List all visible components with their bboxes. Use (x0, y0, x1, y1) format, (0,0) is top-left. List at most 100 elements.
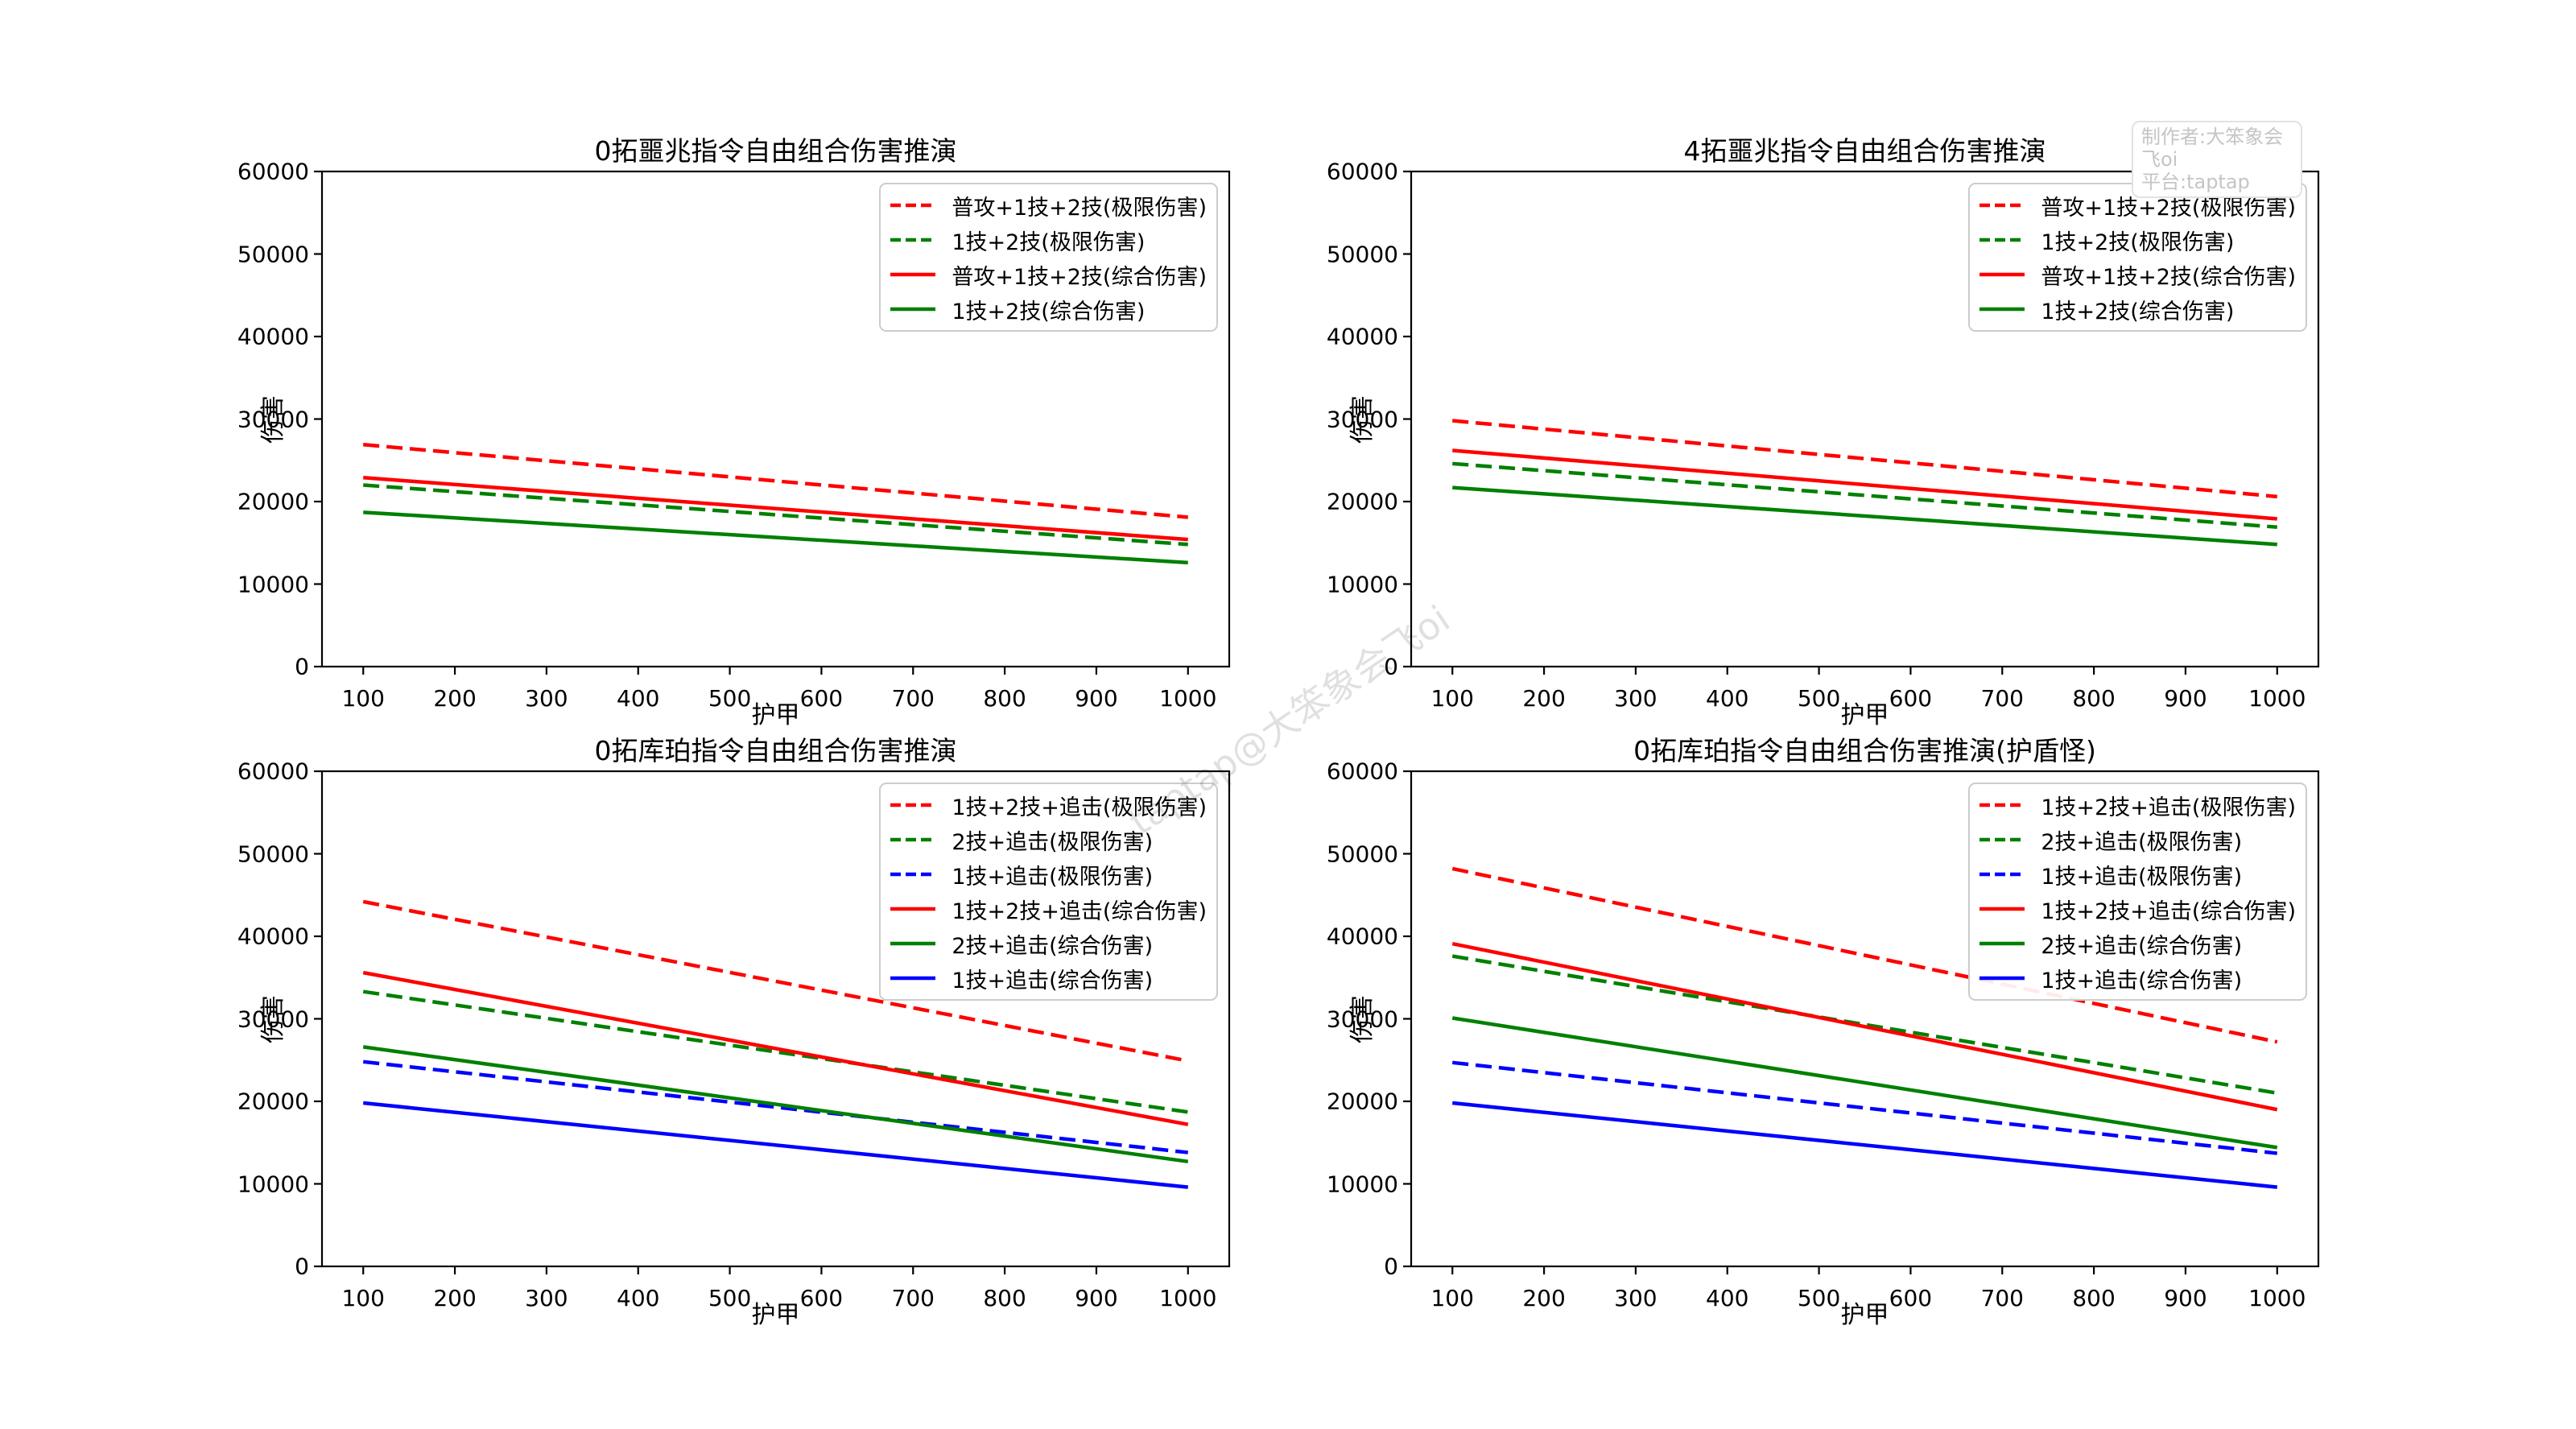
legend-line-sample (1979, 907, 2025, 911)
series-line (1451, 866, 2278, 1044)
series-line (363, 476, 1188, 542)
x-tick-label: 300 (1614, 1285, 1657, 1311)
x-tick-label: 1000 (2248, 685, 2306, 712)
legend: 1技+2技+追击(极限伤害) 2技+追击(极限伤害) 1技+追击(极限伤害) 1技+2… (1968, 783, 2307, 1001)
y-tick-label: 60000 (1326, 158, 1398, 185)
legend-entry: 1技+追击(综合伤害) (1979, 966, 2296, 993)
y-tick-label: 20000 (1326, 488, 1398, 515)
legend-entry: 普攻+1技+2技(极限伤害) (890, 193, 1207, 221)
credit-author: 制作者:大笨象会飞oi (2141, 126, 2284, 171)
legend-label: 1技+2技(极限伤害) (2041, 229, 2235, 255)
series-line (363, 483, 1188, 547)
legend: 普攻+1技+2技(极限伤害) 1技+2技(极限伤害) 普攻+1技+2技(综合伤害) 1… (1968, 183, 2307, 332)
x-tick-label: 600 (799, 1285, 844, 1311)
legend-entry: 1技+2技+追击(综合伤害) (890, 897, 1207, 924)
x-tick-label: 700 (891, 685, 935, 712)
legend-entry: 1技+追击(极限伤害) (1979, 862, 2296, 890)
x-tick-label: 900 (1075, 685, 1118, 712)
legend-line-sample (1979, 203, 2025, 208)
legend-entry: 1技+2技(综合伤害) (890, 297, 1207, 324)
series-line (1452, 419, 2277, 499)
chart-title: 0拓库珀指令自由组合伤害推演(护盾怪) (1633, 735, 2096, 766)
x-tick-label: 600 (1889, 685, 1933, 712)
x-tick-label: 300 (525, 685, 568, 712)
legend-entry: 2技+追击(极限伤害) (1979, 828, 2296, 855)
y-axis-label: 伤害 (259, 394, 287, 444)
x-axis-label: 护甲 (1840, 701, 1889, 729)
legend-entry: 普攻+1技+2技(综合伤害) (1979, 262, 2296, 290)
legend-line-sample (890, 307, 936, 312)
legend-line-sample (1979, 272, 2025, 277)
legend-line-sample (890, 976, 936, 981)
x-tick-label: 400 (1706, 685, 1749, 712)
legend-line-sample (1979, 941, 2025, 946)
series-line (362, 989, 1189, 1114)
x-tick-label: 500 (1797, 685, 1841, 712)
series-line (1451, 1016, 2278, 1150)
y-tick-label: 50000 (237, 241, 309, 267)
legend-label: 普攻+1技+2技(极限伤害) (2041, 195, 2296, 221)
x-tick-label: 600 (1889, 1285, 1933, 1311)
series-line (362, 1101, 1189, 1189)
y-tick-label: 10000 (1326, 571, 1398, 597)
legend-label: 1技+2技+追击(综合伤害) (2041, 898, 2296, 924)
legend-line-sample (1979, 976, 2025, 981)
y-tick-label: 50000 (237, 840, 309, 867)
legend-label: 1技+2技+追击(综合伤害) (952, 898, 1207, 924)
x-tick-label: 900 (2164, 685, 2207, 712)
series-line (362, 970, 1189, 1126)
legend-label: 1技+追击(极限伤害) (2041, 864, 2243, 890)
y-tick-label: 30000 (1326, 1006, 1398, 1032)
chart-title: 4拓噩兆指令自由组合伤害推演 (1683, 135, 2046, 167)
x-tick-label: 100 (1430, 685, 1474, 712)
series-line (1451, 1060, 2278, 1155)
legend-label: 1技+2技(综合伤害) (952, 299, 1146, 324)
legend-line-sample (1979, 237, 2025, 242)
x-tick-label: 800 (983, 1285, 1026, 1311)
series-line (362, 1059, 1189, 1154)
series-line (362, 1045, 1189, 1164)
x-tick-label: 700 (1980, 1285, 2024, 1311)
x-tick-label: 1000 (1159, 1285, 1217, 1311)
legend-entry: 1技+追击(极限伤害) (890, 862, 1207, 890)
x-tick-label: 100 (1430, 1285, 1474, 1311)
legend-label: 1技+追击(综合伤害) (952, 968, 1154, 993)
x-tick-label: 200 (1522, 685, 1566, 712)
legend-label: 1技+2技+追击(极限伤害) (2041, 795, 2296, 820)
y-tick-label: 10000 (1326, 1171, 1398, 1197)
x-tick-label: 200 (433, 1285, 477, 1311)
legend-entry: 1技+2技(极限伤害) (1979, 228, 2296, 255)
legend-label: 普攻+1技+2技(综合伤害) (952, 264, 1207, 290)
y-tick-label: 30000 (237, 1006, 309, 1032)
x-tick-label: 900 (1075, 1285, 1118, 1311)
y-tick-label: 40000 (237, 323, 309, 350)
legend-label: 1技+追击(综合伤害) (2041, 968, 2243, 993)
legend-line-sample (890, 203, 936, 208)
legend-label: 2技+追击(综合伤害) (952, 933, 1154, 959)
y-tick-label: 40000 (1326, 923, 1398, 950)
legend-label: 2技+追击(极限伤害) (2041, 829, 2243, 855)
legend-entry: 普攻+1技+2技(综合伤害) (890, 262, 1207, 290)
series-line (1452, 461, 2277, 530)
legend: 1技+2技+追击(极限伤害) 2技+追击(极限伤害) 1技+追击(极限伤害) 1技+2… (879, 783, 1218, 1001)
series-line (1452, 485, 2277, 547)
series-line (363, 510, 1188, 565)
chart-title: 0拓库珀指令自由组合伤害推演 (594, 735, 957, 766)
legend-label: 普攻+1技+2技(综合伤害) (2041, 264, 2296, 290)
y-tick-label: 30000 (237, 406, 309, 432)
x-tick-label: 600 (799, 685, 844, 712)
legend-line-sample (890, 907, 936, 911)
legend-entry: 1技+2技+追击(极限伤害) (1979, 793, 2296, 820)
series-line (1451, 1101, 2278, 1189)
legend-entry: 普攻+1技+2技(极限伤害) (1979, 193, 2296, 221)
legend-label: 2技+追击(极限伤害) (952, 829, 1154, 855)
x-axis-label: 护甲 (751, 1301, 800, 1329)
y-axis-label: 伤害 (1348, 394, 1377, 444)
x-tick-label: 800 (2072, 685, 2116, 712)
legend-entry: 1技+2技(综合伤害) (1979, 297, 2296, 324)
legend-line-sample (1979, 803, 2025, 807)
x-tick-label: 400 (617, 685, 660, 712)
legend-entry: 1技+2技(极限伤害) (890, 228, 1207, 255)
